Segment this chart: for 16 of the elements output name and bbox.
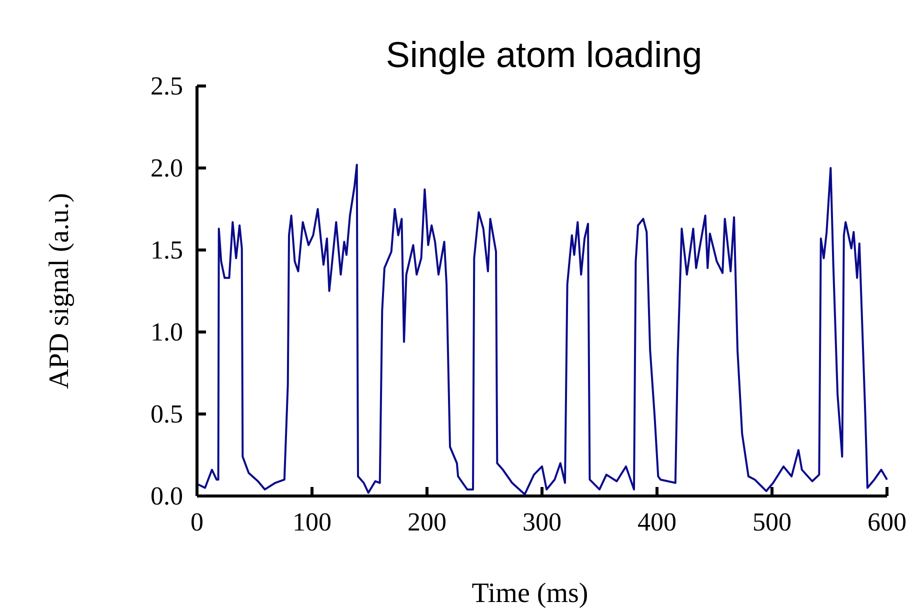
chart-title: Single atom loading	[386, 34, 702, 75]
y-tick-label: 2.5	[150, 71, 183, 100]
x-axis-title: Time (ms)	[472, 578, 588, 609]
x-tick-label: 500	[752, 507, 792, 536]
x-tick-label: 600	[868, 507, 906, 536]
x-tick-label: 400	[638, 507, 676, 536]
y-tick-label: 0.5	[150, 399, 183, 428]
x-tick-label: 0	[190, 507, 204, 536]
y-tick-label: 0.0	[150, 481, 183, 510]
x-tick-label: 300	[522, 507, 562, 536]
y-axis-title: APD signal (a.u.)	[44, 193, 75, 389]
y-tick-label: 1.5	[150, 235, 183, 264]
x-tick-label: 200	[408, 507, 446, 536]
y-tick-label: 1.0	[150, 317, 183, 346]
x-tick-label: 100	[292, 507, 332, 536]
y-tick-label: 2.0	[150, 153, 183, 182]
